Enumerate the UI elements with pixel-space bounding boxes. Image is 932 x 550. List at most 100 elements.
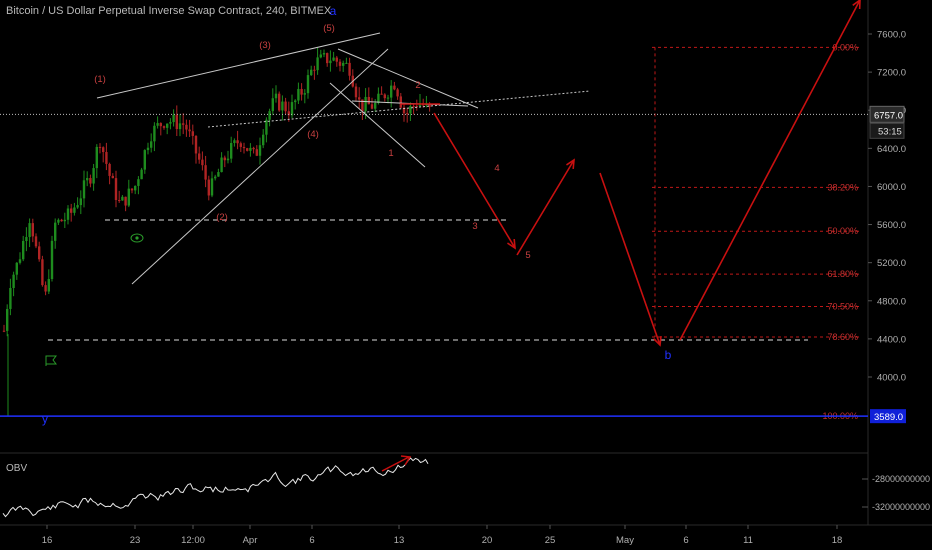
candle-body <box>236 140 239 144</box>
projection-arrow[interactable] <box>599 172 661 346</box>
countdown-label: 53:15 <box>878 126 902 137</box>
wave-label: (5) <box>323 23 335 34</box>
trend-line[interactable] <box>337 48 479 109</box>
price-tick-label: 5200.0 <box>877 258 906 269</box>
candle-body <box>226 158 230 161</box>
candle-body <box>9 287 12 309</box>
price-tick-label: 4000.0 <box>877 373 906 384</box>
trend-line[interactable] <box>131 48 389 285</box>
candle-body <box>255 149 258 156</box>
projection-arrowhead <box>852 0 861 10</box>
candle-body <box>15 262 18 275</box>
candle-body <box>386 97 390 99</box>
wave-label: (3) <box>259 40 271 51</box>
obv-pane: -28000000000 -32000000000 <box>2 455 930 518</box>
time-tick-label: 20 <box>482 535 493 546</box>
projection-arrow[interactable] <box>679 0 861 341</box>
candle-body <box>28 223 31 238</box>
candle-body <box>25 237 28 241</box>
candle-body <box>412 106 415 108</box>
trend-line[interactable] <box>96 32 381 99</box>
candle-body <box>383 94 386 99</box>
candle-body <box>300 88 303 95</box>
candle-body <box>223 157 226 161</box>
candle-body <box>54 222 57 241</box>
candle-body <box>210 178 214 196</box>
obv-indicator-label: OBV <box>6 463 28 474</box>
projection-arrow[interactable] <box>433 112 516 249</box>
fib-level-label: 38.20% <box>827 182 858 192</box>
candle-body <box>124 196 127 206</box>
candle-body <box>361 99 364 112</box>
obv-line <box>2 457 429 518</box>
candle-body <box>2 330 6 332</box>
projection-arrowhead <box>507 238 516 250</box>
time-axis[interactable]: 16 23 12:00 Apr 6 13 20 25 May 6 11 18 <box>42 525 843 546</box>
current-price-label: 6757.0 <box>874 110 903 121</box>
candle-body <box>249 147 252 151</box>
candle-body <box>390 85 393 98</box>
candle-body <box>194 135 198 154</box>
wave-label: (2) <box>216 212 228 223</box>
candle-body <box>329 60 332 64</box>
candle-body <box>207 179 210 196</box>
fib-level-label: 61.80% <box>827 269 858 279</box>
candle-body <box>303 93 306 95</box>
trend-line[interactable] <box>329 82 426 168</box>
candle-body <box>76 205 79 208</box>
obv-divergence-arrow[interactable] <box>381 456 410 472</box>
candle-body <box>310 69 313 76</box>
eye-pupil-icon <box>135 236 139 240</box>
candle-body <box>105 152 108 164</box>
wave-label: b <box>665 348 672 362</box>
candle-body <box>82 180 86 199</box>
candle-body <box>265 119 268 135</box>
current-price-tag <box>869 105 905 123</box>
fib-level-label: 0.00% <box>832 42 858 52</box>
price-tick-label: 7600.0 <box>877 30 906 41</box>
candle-body <box>204 165 207 180</box>
candle-body <box>185 124 188 130</box>
candle-body <box>326 53 329 64</box>
candle-body <box>153 125 156 142</box>
candle-body <box>159 123 162 127</box>
candle-body <box>287 111 290 116</box>
candle-body <box>70 208 73 213</box>
candle-body <box>156 123 159 126</box>
wave-label: 3 <box>472 221 477 232</box>
price-axis[interactable]: 7600.07200.06800.06400.06000.05600.05200… <box>868 30 906 424</box>
candle-body <box>316 57 319 71</box>
time-tick-label: 13 <box>394 535 405 546</box>
candle-body <box>374 102 377 109</box>
time-tick-label: 6 <box>683 535 688 546</box>
candle-body <box>134 185 137 191</box>
candle-body <box>332 57 335 61</box>
candle-body <box>22 240 25 260</box>
candle-body <box>66 208 70 220</box>
candle-body <box>246 148 249 151</box>
fibonacci-retracement[interactable]: 0.00%38.20%50.00%61.80%70.50%78.60%100.0… <box>652 42 862 421</box>
time-tick-label: 12:00 <box>181 535 205 546</box>
wave-label: y <box>42 412 48 426</box>
wave-labels: (1) (2) (3) (4) (5) 1 2 3 4 5 a b y <box>42 4 672 426</box>
candle-body <box>239 143 242 147</box>
candle-body <box>214 176 217 179</box>
time-tick-label: 11 <box>743 535 753 546</box>
candle-body <box>130 188 134 191</box>
time-tick-label: Apr <box>243 535 258 546</box>
projection-arrow[interactable] <box>516 159 575 256</box>
candle-body <box>47 279 50 292</box>
wave-label: 2 <box>415 80 420 91</box>
price-tick-label: 4800.0 <box>877 296 906 307</box>
candle-body <box>396 89 399 97</box>
fib-level-label: 70.50% <box>827 301 858 311</box>
candle-body <box>415 106 418 108</box>
candle-body <box>268 111 271 120</box>
candle-body <box>79 198 82 206</box>
candle-body <box>402 107 406 114</box>
candle-body <box>377 93 380 103</box>
candle-body <box>44 285 47 292</box>
trend-drawings[interactable] <box>0 0 868 417</box>
